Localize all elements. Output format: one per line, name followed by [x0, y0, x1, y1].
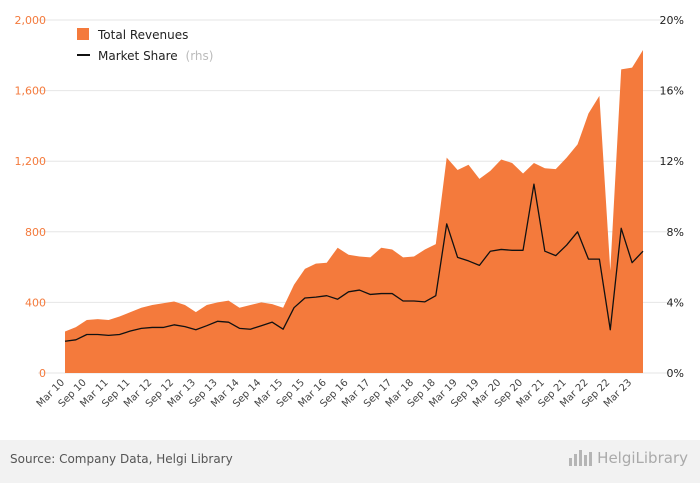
y-left-tick-label: 2,000	[15, 14, 47, 27]
y-left-tick-label: 1,600	[15, 85, 47, 98]
y-left-tick-label: 0	[39, 367, 46, 380]
y-right-tick-label: 8%	[667, 226, 684, 239]
helgi-library-logo: HelgiLibrary	[569, 449, 688, 467]
y-left-tick-label: 800	[25, 226, 46, 239]
legend-note-rhs: (rhs)	[186, 49, 214, 63]
series-market-share-line	[64, 183, 644, 342]
market-share-line-layer	[64, 183, 644, 342]
legend-label-total-revenues: Total Revenues	[97, 28, 188, 42]
y-right-tick-label: 20%	[660, 14, 684, 27]
legend: Total Revenues Market Share (rhs)	[77, 28, 213, 63]
source-text: Source: Company Data, Helgi Library	[10, 452, 233, 466]
logo-text: HelgiLibrary	[597, 449, 688, 467]
y-axis-left: 0 400 800 1,200 1,600 2,000	[15, 14, 47, 380]
library-bars-icon	[569, 450, 593, 466]
legend-swatch-total-revenues	[77, 28, 89, 40]
y-axis-right: 0% 4% 8% 12% 16% 20%	[660, 14, 684, 380]
legend-label-market-share: Market Share	[98, 49, 178, 63]
y-right-tick-label: 16%	[660, 85, 684, 98]
chart-area: 0 400 800 1,200 1,600 2,000 0% 4% 8% 12% 16% 20% M…	[15, 14, 685, 410]
y-right-tick-label: 12%	[660, 155, 684, 168]
footer-bar	[0, 440, 700, 483]
y-left-tick-label: 400	[25, 296, 46, 309]
y-right-tick-label: 4%	[667, 296, 684, 309]
y-right-tick-label: 0%	[667, 367, 684, 380]
revenues-area-layer	[65, 50, 643, 373]
series-total-revenues-area	[65, 50, 643, 373]
y-left-tick-label: 1,200	[15, 155, 47, 168]
svg-text:Market Share (rhs): Market Share (rhs)	[98, 49, 213, 63]
